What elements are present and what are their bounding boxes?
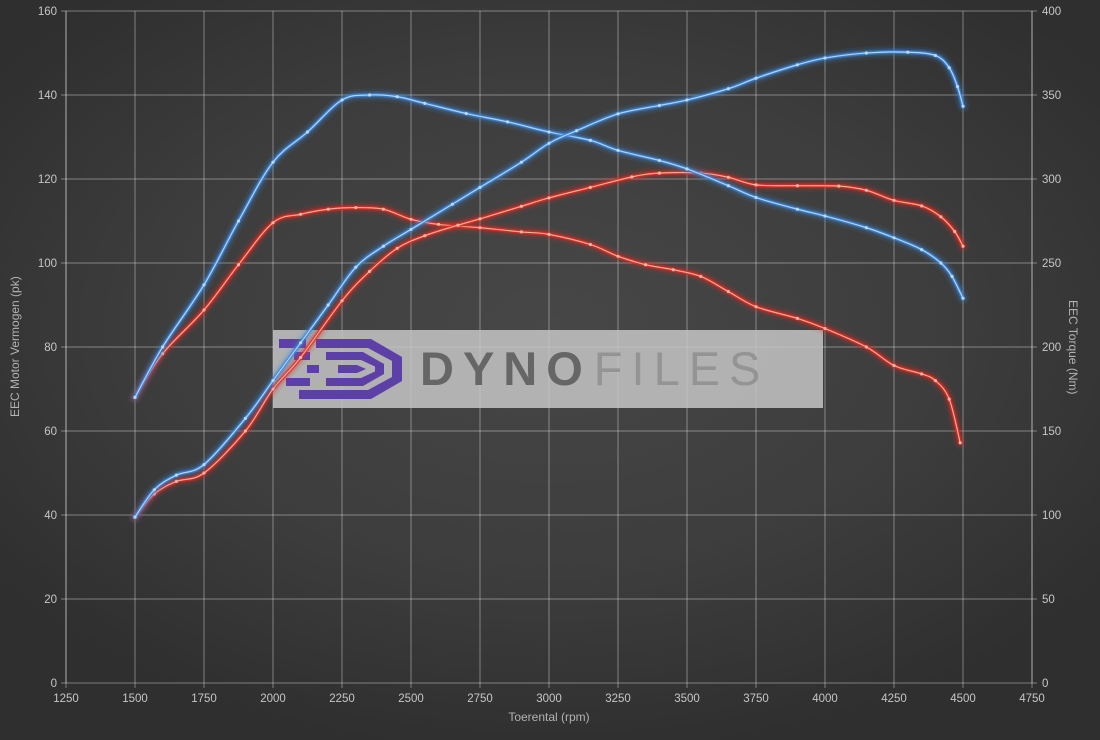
x-tick-label: 3750 (743, 693, 769, 705)
x-tick-label: 3500 (674, 693, 700, 705)
x-tick-label: 4000 (812, 693, 838, 705)
watermark: DYNOFILES (273, 330, 823, 408)
x-tick-label: 2000 (260, 693, 286, 705)
y-left-tick-label: 40 (44, 510, 57, 522)
y-right-tick-label: 200 (1042, 342, 1061, 354)
y-axis-right-title: EEC Torque (Nm) (1066, 299, 1080, 395)
y-right-tick-label: 150 (1042, 426, 1061, 438)
x-tick-label: 3000 (536, 693, 562, 705)
watermark-brand-text: DYNOFILES (420, 330, 769, 408)
y-left-tick-label: 80 (44, 342, 57, 354)
y-left-tick-label: 100 (38, 258, 57, 270)
y-right-tick-label: 50 (1042, 594, 1055, 606)
y-left-tick-label: 0 (51, 678, 57, 690)
y-right-tick-label: 350 (1042, 90, 1061, 102)
y-axis-left-title: EEC Motor Vermogen (pk) (8, 276, 22, 418)
y-left-tick-label: 60 (44, 426, 57, 438)
y-right-tick-label: 300 (1042, 174, 1061, 186)
x-tick-label: 2750 (467, 693, 493, 705)
x-tick-label: 4750 (1019, 693, 1045, 705)
x-tick-label: 1750 (191, 693, 217, 705)
x-tick-label: 3250 (605, 693, 631, 705)
y-right-tick-label: 0 (1042, 678, 1048, 690)
dynofiles-logo-icon (279, 339, 402, 399)
x-tick-label: 1500 (122, 693, 148, 705)
y-left-tick-label: 160 (38, 6, 57, 18)
x-tick-label: 2500 (398, 693, 424, 705)
y-left-tick-label: 120 (38, 174, 57, 186)
x-tick-label: 4250 (881, 693, 907, 705)
y-right-tick-label: 250 (1042, 258, 1061, 270)
y-right-tick-label: 400 (1042, 6, 1061, 18)
y-right-tick-label: 100 (1042, 510, 1061, 522)
brand-dyno: DYNO (420, 342, 592, 395)
x-tick-label: 1250 (53, 693, 79, 705)
x-tick-label: 4500 (950, 693, 976, 705)
y-left-tick-label: 20 (44, 594, 57, 606)
x-tick-label: 2250 (329, 693, 355, 705)
y-left-tick-label: 140 (38, 90, 57, 102)
x-axis-title: Toerental (rpm) (508, 710, 590, 724)
brand-files: FILES (593, 342, 770, 395)
